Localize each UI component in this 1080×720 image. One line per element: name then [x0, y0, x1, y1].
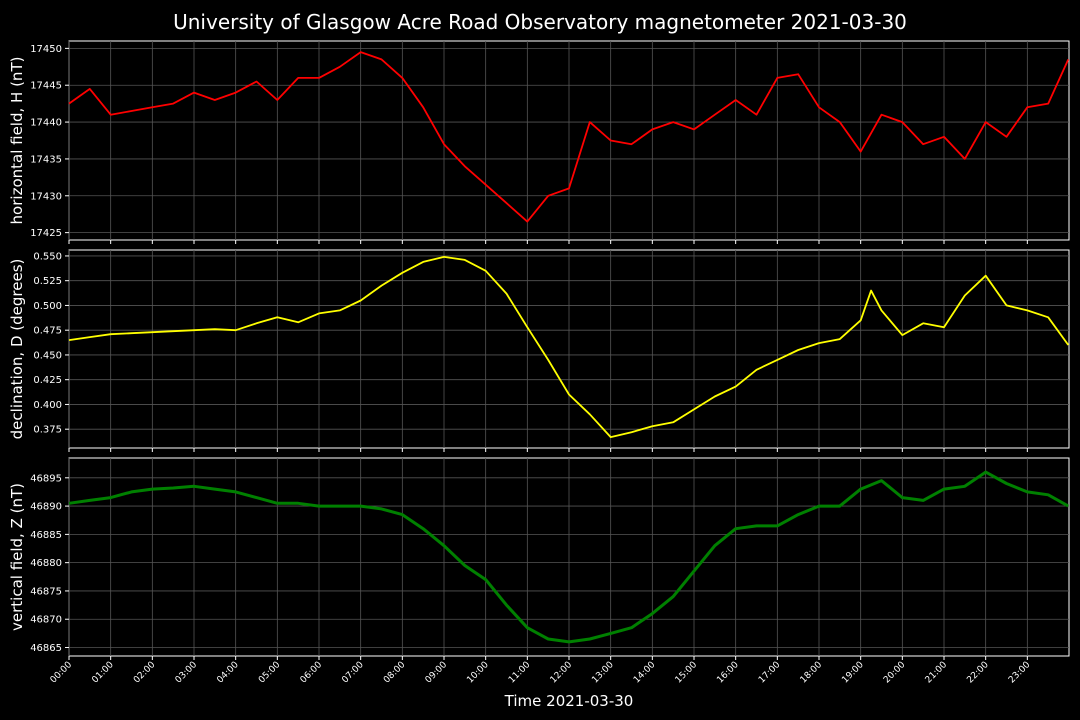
y-tick-label: 17450: [30, 44, 62, 55]
y-tick-label: 46865: [30, 643, 62, 654]
y-tick-label: 0.500: [33, 301, 62, 312]
panel-D: 0.375 0.400 0.425 0.450 0.475 0.500 0.525 0.550…: [8, 249, 1070, 452]
series-line-H: [68, 51, 1070, 223]
y-tick-label: 17445: [30, 81, 62, 92]
y-tick-label: 46880: [30, 558, 62, 569]
y-tick-label: 0.450: [33, 350, 62, 361]
y-tick-label: 17435: [30, 154, 62, 165]
y-tick-label: 46895: [30, 473, 62, 484]
y-tick-label: 46870: [30, 615, 62, 626]
y-axis-label-Z: vertical field, Z (nT): [8, 483, 26, 631]
chart-title: University of Glasgow Acre Road Observat…: [173, 10, 907, 34]
y-axis-label-D: declination, D (degrees): [8, 259, 26, 440]
y-tick-label: 17430: [30, 191, 62, 202]
y-tick-label: 0.475: [33, 326, 62, 337]
y-axis-label-H: horizontal field, H (nT): [8, 57, 26, 225]
series-line-Z: [68, 470, 1070, 644]
y-tick-label: 0.550: [33, 251, 62, 262]
y-tick-label: 0.375: [33, 425, 62, 436]
y-tick-label: 17440: [30, 118, 62, 129]
y-tick-label: 17425: [30, 228, 62, 239]
y-tick-label: 0.400: [33, 400, 62, 411]
y-tick-label: 46875: [30, 586, 62, 597]
y-tick-label: 0.525: [33, 276, 62, 287]
x-axis-label: Time 2021-03-30: [504, 692, 634, 710]
series-line-D: [68, 255, 1070, 439]
y-tick-label: 46890: [30, 502, 62, 513]
panel-Z: 46865 46870 46875 46880 46885 46890 46895 verti…: [8, 457, 1070, 660]
y-tick-label: 46885: [30, 530, 62, 541]
y-tick-label: 0.425: [33, 375, 62, 386]
panel-H: 17425 17430 17435 17440 17445 17450 horizontal…: [8, 40, 1070, 244]
